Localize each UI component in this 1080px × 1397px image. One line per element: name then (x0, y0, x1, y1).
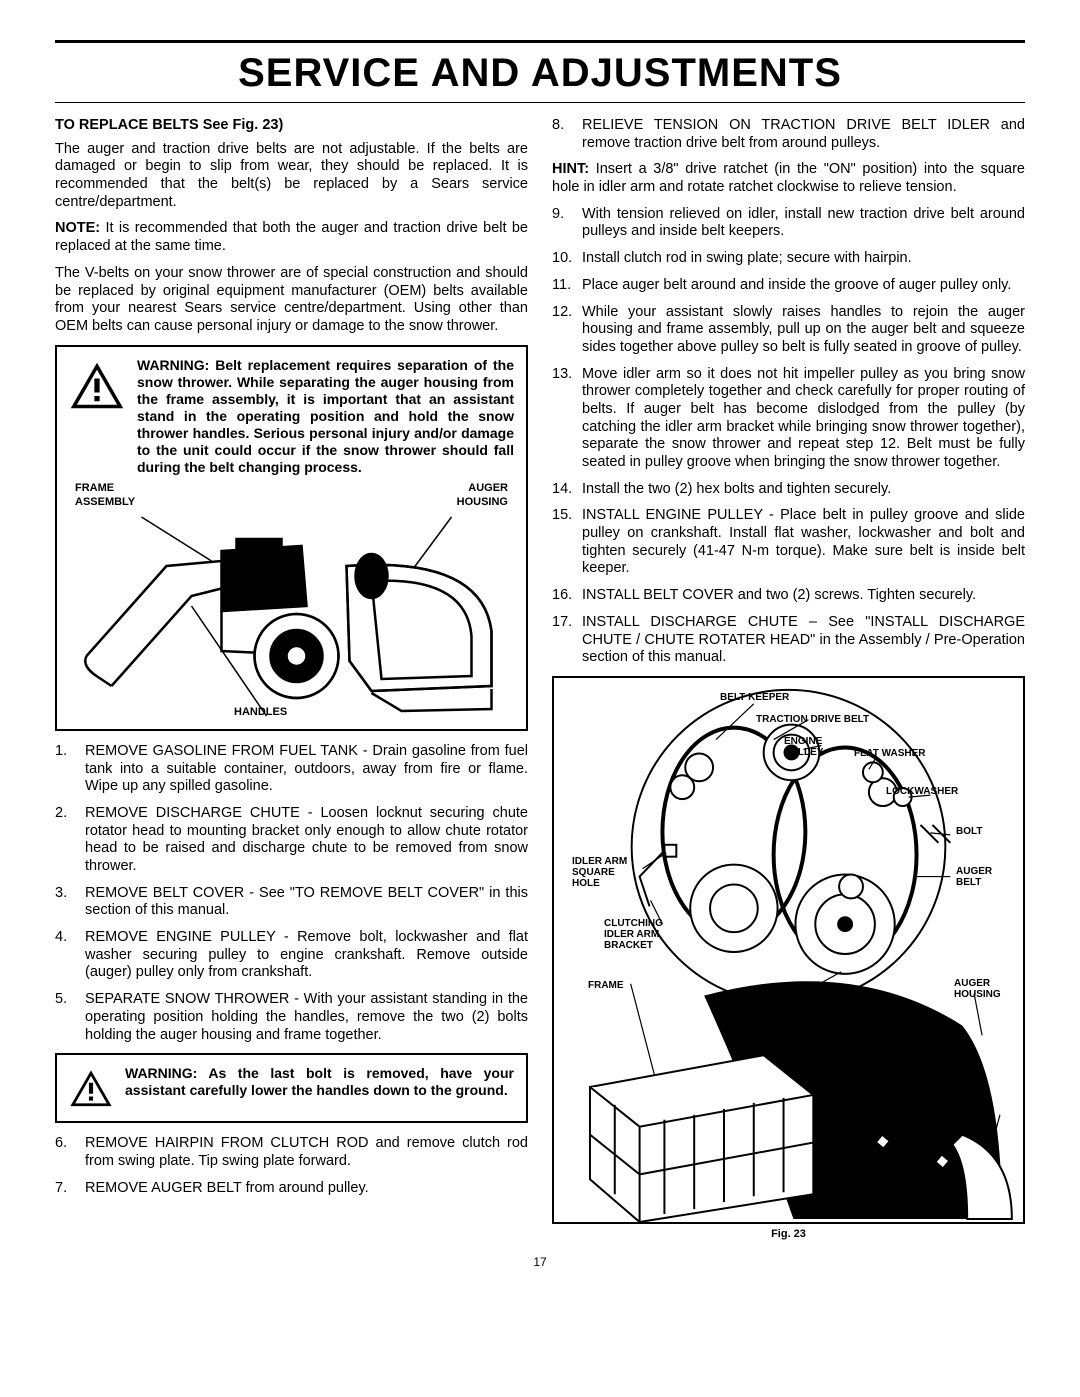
para-vbelts: The V-belts on your snow thrower are of … (55, 265, 528, 336)
warning-box-1: WARNING: Belt replacement requires separ… (55, 345, 528, 731)
figure-23-box: BELT KEEPER TRACTION DRIVE BELT ENGINE P… (552, 676, 1025, 1224)
lbl-idler-arm: IDLER ARM SQUARE HOLE (572, 856, 627, 889)
lbl-clutching: CLUTCHING IDLER ARM BRACKET (604, 918, 663, 951)
warning-text-1: WARNING: Belt replacement requires separ… (137, 357, 514, 477)
lbl-engine-pulley: ENGINE PULLEY (784, 736, 823, 758)
steps-8: RELIEVE TENSION ON TRACTION DRIVE BELT I… (552, 117, 1025, 152)
lbl-auger-belt: AUGER BELT (956, 866, 992, 888)
note-body: It is recommended that both the auger an… (55, 220, 528, 254)
page-number: 17 (55, 1255, 1025, 1269)
step-6: REMOVE HAIRPIN FROM CLUTCH ROD and remov… (55, 1135, 528, 1170)
step-14: Install the two (2) hex bolts and tighte… (552, 481, 1025, 499)
page-title: SERVICE AND ADJUSTMENTS (55, 51, 1025, 96)
two-column-layout: TO REPLACE BELTS See Fig. 23) The auger … (55, 117, 1025, 1241)
lbl-flat-washer: FLAT WASHER (854, 748, 925, 759)
lbl-bolt: BOLT (956, 826, 982, 837)
lbl-belt-keeper: BELT KEEPER (720, 692, 789, 703)
step-10: Install clutch rod in swing plate; secur… (552, 250, 1025, 268)
steps-1-5: REMOVE GASOLINE FROM FUEL TANK - Drain g… (55, 743, 528, 1044)
step-5: SEPARATE SNOW THROWER - With your assist… (55, 991, 528, 1044)
label-frame: FRAME (75, 482, 135, 495)
step-15: INSTALL ENGINE PULLEY - Place belt in pu… (552, 507, 1025, 578)
lbl-traction-belt: TRACTION DRIVE BELT (756, 714, 869, 725)
step-9: With tension relieved on idler, install … (552, 206, 1025, 241)
step-7: REMOVE AUGER BELT from around pulley. (55, 1180, 528, 1198)
step-11: Place auger belt around and inside the g… (552, 277, 1025, 295)
para-hint: HINT: Insert a 3/8" drive ratchet (in th… (552, 161, 1025, 196)
hint-body: Insert a 3/8" drive ratchet (in the "ON"… (552, 161, 1025, 195)
snow-thrower-diagram: HANDLES (69, 511, 514, 721)
figure-caption: Fig. 23 (552, 1228, 1025, 1241)
hint-label: HINT: (552, 161, 589, 177)
lbl-auger-pulley: AUGER PULLEY (752, 986, 830, 997)
note-label: NOTE: (55, 220, 100, 236)
subhead-replace-belts: TO REPLACE BELTS See Fig. 23) (55, 117, 528, 135)
lbl-auger-housing: AUGER HOUSING (954, 978, 1001, 1000)
rule-thin (55, 102, 1025, 103)
step-1: REMOVE GASOLINE FROM FUEL TANK - Drain g… (55, 743, 528, 796)
lbl-bolts: BOLTS (874, 1082, 907, 1093)
label-housing: HOUSING (457, 496, 508, 509)
warning-text-2: WARNING: As the last bolt is removed, ha… (125, 1065, 514, 1099)
step-17: INSTALL DISCHARGE CHUTE – See "INSTALL D… (552, 614, 1025, 667)
diagram-top-labels: FRAME ASSEMBLY AUGER HOUSING (69, 482, 514, 509)
warning-box-2: WARNING: As the last bolt is removed, ha… (55, 1053, 528, 1123)
para-note: NOTE: It is recommended that both the au… (55, 220, 528, 255)
steps-6-7: REMOVE HAIRPIN FROM CLUTCH ROD and remov… (55, 1135, 528, 1197)
warning-triangle-icon (69, 1069, 113, 1113)
label-assembly: ASSEMBLY (75, 496, 135, 509)
step-8: RELIEVE TENSION ON TRACTION DRIVE BELT I… (552, 117, 1025, 152)
rule-heavy (55, 40, 1025, 43)
lbl-frame: FRAME (588, 980, 624, 991)
step-16: INSTALL BELT COVER and two (2) screws. T… (552, 587, 1025, 605)
step-13: Move idler arm so it does not hit impell… (552, 366, 1025, 472)
warning-triangle-icon (69, 361, 125, 416)
label-handles: HANDLES (234, 706, 287, 719)
left-column: TO REPLACE BELTS See Fig. 23) The auger … (55, 117, 528, 1241)
step-3: REMOVE BELT COVER - See "TO REMOVE BELT … (55, 885, 528, 920)
step-4: REMOVE ENGINE PULLEY - Remove bolt, lock… (55, 929, 528, 982)
step-12: While your assistant slowly raises handl… (552, 304, 1025, 357)
step-2: REMOVE DISCHARGE CHUTE - Loosen locknut … (55, 805, 528, 876)
lbl-lockwasher: LOCKWASHER (886, 786, 958, 797)
steps-9-17: With tension relieved on idler, install … (552, 206, 1025, 667)
label-auger: AUGER (457, 482, 508, 495)
right-column: RELIEVE TENSION ON TRACTION DRIVE BELT I… (552, 117, 1025, 1241)
para-intro: The auger and traction drive belts are n… (55, 141, 528, 212)
